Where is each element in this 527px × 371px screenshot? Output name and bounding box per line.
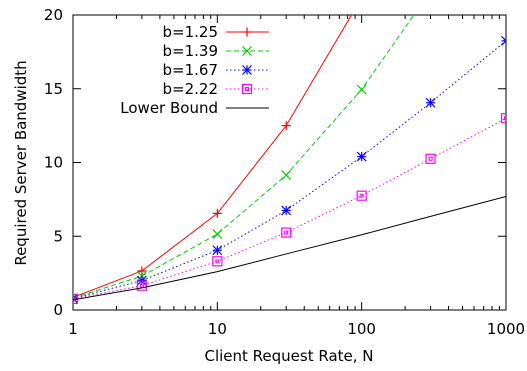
series-layer [73,15,506,305]
series-b-1-67 [73,35,506,304]
data-point [137,266,147,276]
y-tick-label: 15 [44,80,63,98]
legend-marker [242,46,252,56]
data-point [356,151,367,162]
plot-frame [72,14,507,311]
data-point [136,280,147,291]
series-line [73,195,506,301]
y-tick-label: 0 [53,301,63,319]
data-point [136,275,147,286]
data-point [212,229,223,239]
axes: 0 5 10 15 20 1 10 100 1000 [44,6,525,338]
legend-label: b=1.39 [163,42,219,60]
legend-label: b=2.22 [163,80,219,98]
series-lower-bound [73,195,506,301]
y-tick-label: 10 [44,154,63,172]
data-point [212,208,222,218]
data-point [501,35,506,46]
legend-marker [241,83,253,95]
y-tick-label: 5 [53,227,63,245]
data-point [425,97,436,108]
x-tick-label: 1000 [487,320,525,338]
data-point [281,205,292,216]
series-b-1-25 [73,15,352,302]
series-line [73,15,415,299]
data-point [500,113,506,124]
legend-label: Lower Bound [120,99,218,117]
legend-label: b=1.67 [163,61,219,79]
series-b-2-22 [73,113,506,305]
x-tick-label: 100 [347,320,376,338]
legend-marker [242,27,252,37]
x-tick-label: 10 [208,320,227,338]
y-tick-label: 20 [44,6,63,24]
data-point [281,170,292,180]
x-tick-label: 1 [68,320,78,338]
data-point [212,256,223,267]
data-point [281,227,292,238]
data-point [425,153,436,164]
data-point [356,190,367,201]
series-line [73,117,506,300]
series-line [73,40,506,299]
legend-label: b=1.25 [163,23,219,41]
data-point [73,293,78,304]
data-point [281,121,291,131]
data-point [356,84,367,95]
legend-marker [242,65,252,75]
data-point [212,245,223,256]
x-axis-label: Client Request Rate, N [204,347,373,365]
y-axis-label: Required Server Bandwidth [12,60,30,265]
